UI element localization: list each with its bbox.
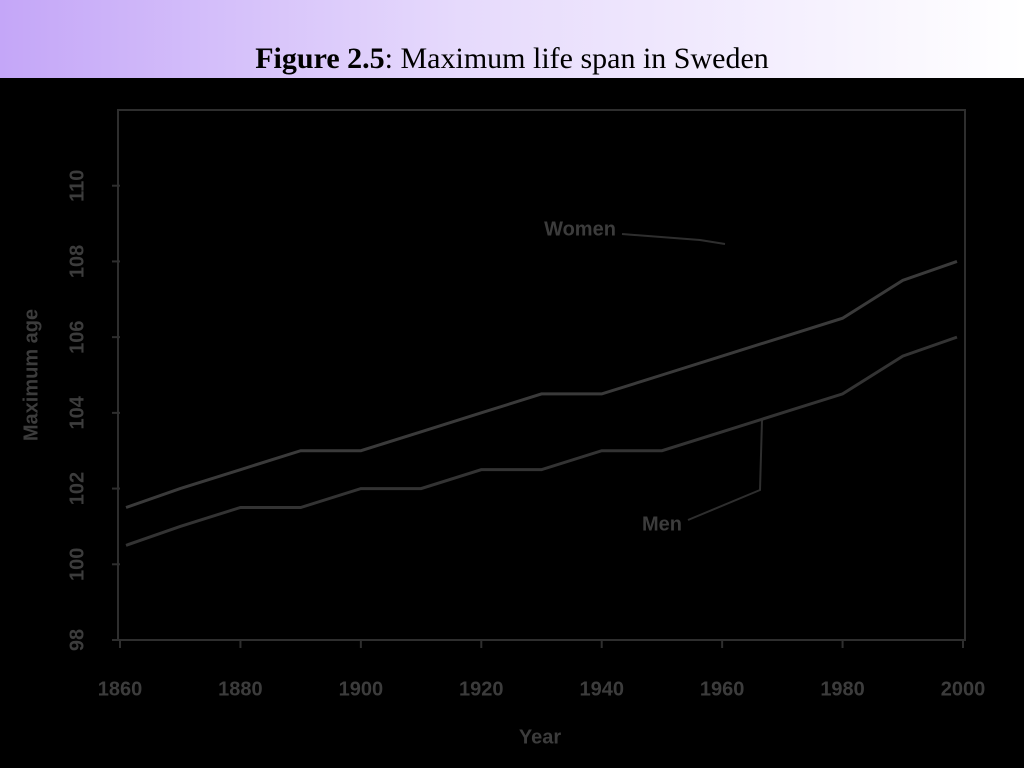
- plot-frame: [117, 109, 966, 641]
- header: Figure 2.5: Maximum life span in Sweden: [0, 0, 1024, 78]
- x-tick-label: 1860: [98, 678, 143, 700]
- x-tick-label: 1920: [459, 678, 504, 700]
- x-tick-label: 1900: [339, 678, 384, 700]
- y-tick-label: 104: [66, 395, 88, 429]
- title-bold: Figure 2.5: [255, 42, 385, 75]
- legend-label: Men: [642, 513, 682, 535]
- data-line: [125, 335, 958, 547]
- x-tick-label: 1980: [820, 678, 865, 700]
- y-tick-label: 98: [66, 629, 88, 651]
- x-tick-label: 1940: [579, 678, 624, 700]
- y-tick-label: 110: [66, 170, 88, 202]
- legend-label: Women: [544, 218, 616, 240]
- y-tick-label: 100: [66, 548, 88, 581]
- slide-title: Figure 2.5: Maximum life span in Sweden: [0, 42, 1024, 76]
- y-tick-label: 106: [66, 320, 88, 353]
- y-axis-label: Maximum age: [20, 309, 42, 441]
- y-tick-label: 108: [66, 245, 88, 278]
- title-rest: : Maximum life span in Sweden: [384, 42, 769, 75]
- x-tick-label: 2000: [941, 678, 986, 700]
- x-tick-label: 1960: [700, 678, 745, 700]
- chart-background: [0, 78, 1024, 768]
- pointer: [687, 419, 763, 521]
- data-line: [125, 260, 958, 509]
- x-tick-label: 1880: [218, 678, 263, 700]
- x-axis-label: Year: [519, 726, 561, 748]
- y-tick-label: 102: [66, 472, 88, 505]
- pointer: [621, 233, 726, 245]
